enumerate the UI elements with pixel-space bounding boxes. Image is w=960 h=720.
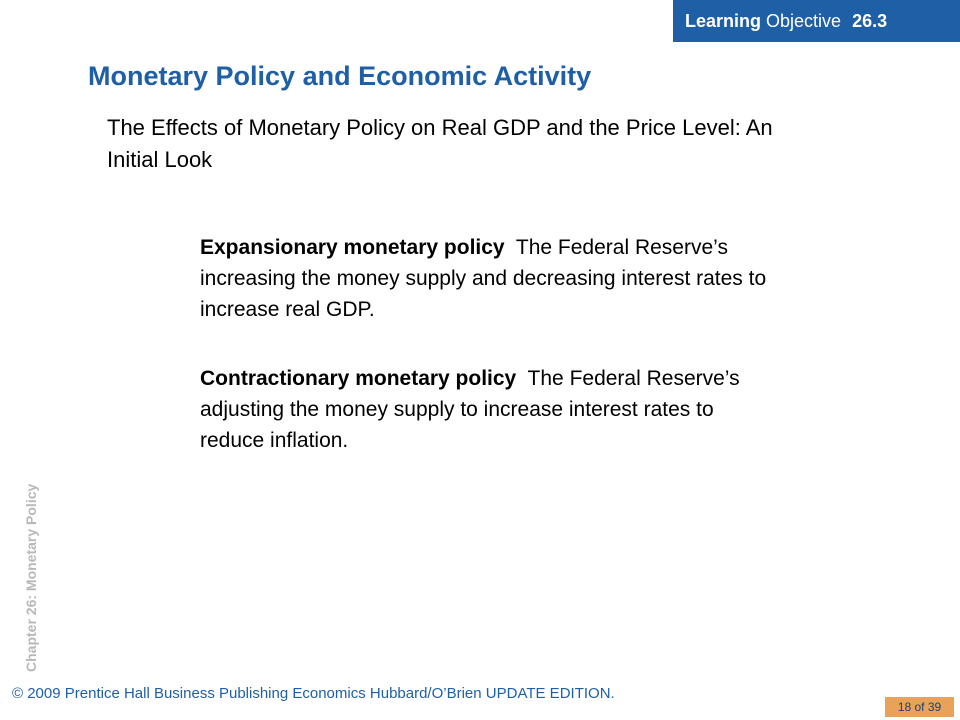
definition-term-contractionary: Contractionary monetary policy (200, 367, 517, 390)
definition-text-expansionary: The Federal Reserve’s increasing the mon… (200, 236, 767, 321)
definition-contractionary: Contractionary monetary policy The Feder… (200, 363, 780, 456)
learning-objective-label: Objective (766, 11, 842, 31)
copyright-footer: © 2009 Prentice Hall Business Publishing… (12, 685, 615, 702)
learning-objective-number: 26.3 (852, 11, 888, 31)
page-indicator: 18 of 39 (885, 697, 954, 717)
definition-expansionary: Expansionary monetary policy The Federal… (200, 232, 780, 325)
slide-title: Monetary Policy and Economic Activity (88, 61, 592, 91)
definition-term-expansionary: Expansionary monetary policy (200, 236, 505, 259)
learning-objective-prefix: Learning (685, 11, 762, 31)
learning-objective-badge: Learning Objective 26.3 (673, 0, 960, 42)
definition-text-contractionary: The Federal Reserve’s adjusting the mone… (200, 367, 740, 452)
slide-subtitle: The Effects of Monetary Policy on Real G… (107, 115, 773, 172)
chapter-side-label: Chapter 26: Monetary Policy (23, 483, 39, 672)
